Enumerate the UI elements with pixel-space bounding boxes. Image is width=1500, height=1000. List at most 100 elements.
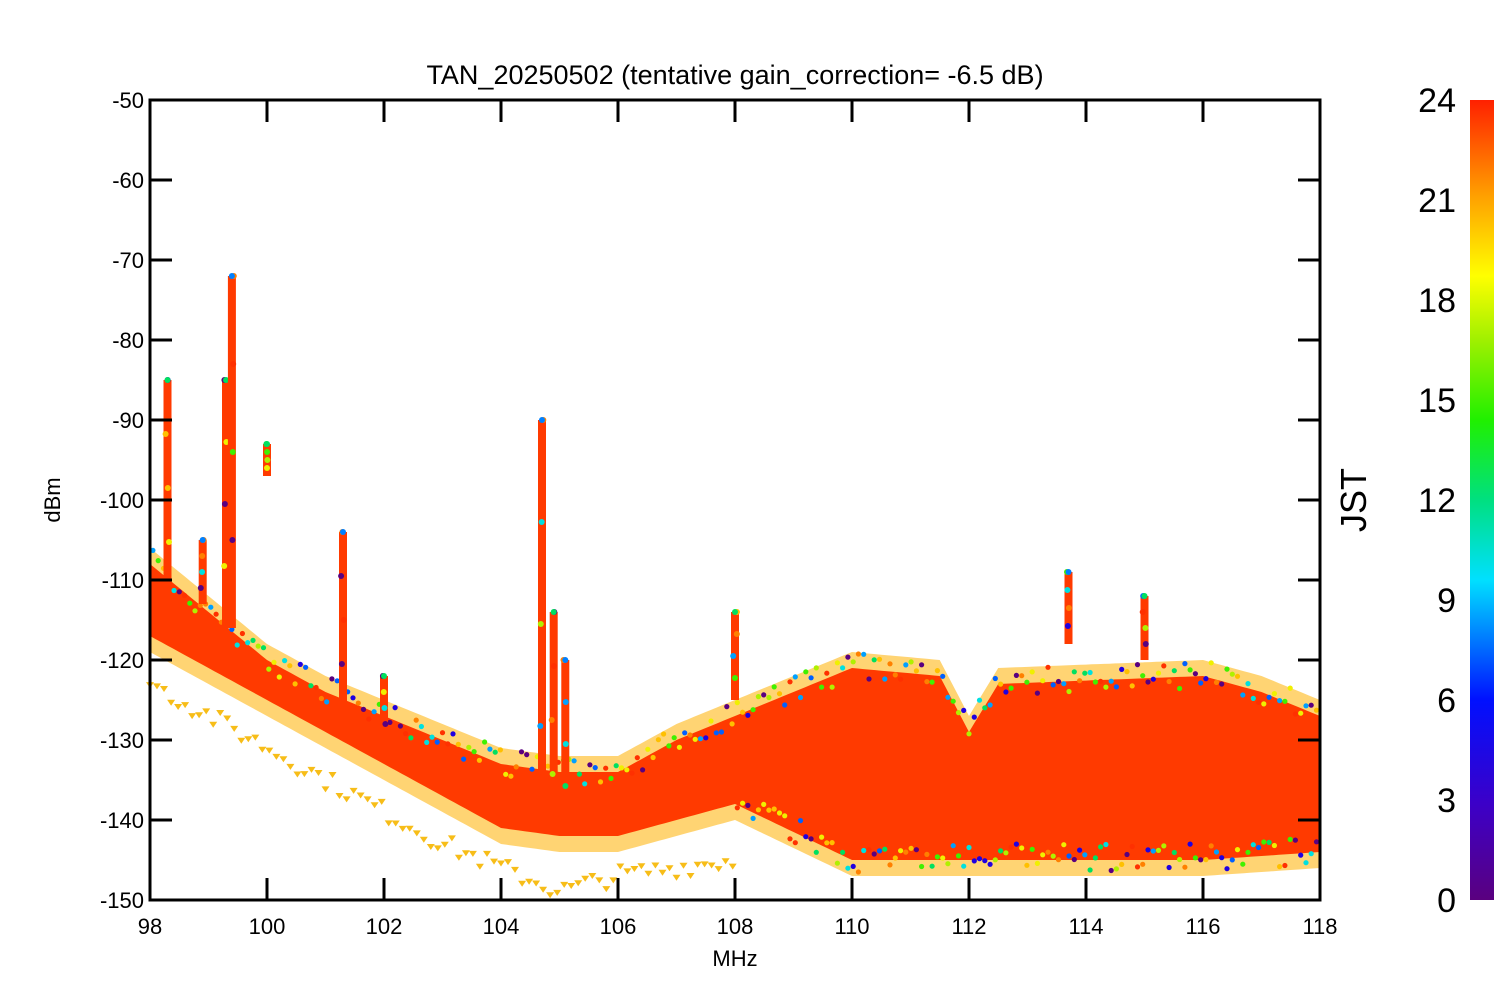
data-point xyxy=(1203,676,1209,682)
y-tick-label: -90 xyxy=(112,408,144,433)
data-point xyxy=(492,749,498,755)
data-point xyxy=(861,847,867,854)
low-trace-point xyxy=(153,683,161,690)
data-point xyxy=(987,702,993,708)
data-point xyxy=(1250,695,1256,702)
data-point xyxy=(1098,844,1104,850)
data-point xyxy=(334,678,340,684)
data-point xyxy=(618,765,625,771)
data-point xyxy=(724,704,730,710)
data-point xyxy=(592,765,598,771)
data-point xyxy=(1034,690,1040,696)
low-trace-point xyxy=(286,763,295,770)
data-point xyxy=(924,851,930,858)
data-point xyxy=(776,691,783,697)
signal-peak xyxy=(162,377,172,596)
peak-top-point xyxy=(381,673,387,679)
low-trace-point xyxy=(553,889,562,896)
data-point xyxy=(1119,861,1125,868)
data-point xyxy=(734,700,740,706)
data-point xyxy=(1313,839,1320,845)
data-point xyxy=(1192,671,1198,677)
data-point xyxy=(750,815,756,822)
signal-peaks xyxy=(162,273,1149,828)
data-point xyxy=(845,654,851,660)
data-point xyxy=(829,684,835,690)
low-trace-point xyxy=(574,880,583,887)
data-point xyxy=(608,775,614,782)
data-point xyxy=(755,694,762,700)
data-point xyxy=(1292,711,1298,717)
data-point xyxy=(229,626,235,633)
data-point xyxy=(692,736,698,742)
colorbar-tick-label: 9 xyxy=(1437,582,1456,620)
data-point xyxy=(1213,679,1220,686)
data-point xyxy=(562,783,569,789)
data-point xyxy=(1208,660,1214,666)
data-point xyxy=(861,651,867,657)
data-point xyxy=(819,834,825,840)
data-point xyxy=(797,818,804,824)
colorbar-ticks: 0 3 6 9 12 15 18 21 24 xyxy=(1418,82,1456,920)
x-tick-label: 104 xyxy=(483,914,520,939)
peak-top-point xyxy=(228,273,235,279)
data-point xyxy=(1113,866,1119,872)
data-point xyxy=(1313,707,1320,713)
data-point xyxy=(834,860,841,866)
low-trace-point xyxy=(300,771,309,778)
data-point xyxy=(150,547,156,554)
data-point xyxy=(1013,841,1020,847)
low-trace-point xyxy=(461,850,470,857)
low-trace-point xyxy=(581,875,590,882)
low-trace-point xyxy=(447,835,456,842)
data-point xyxy=(439,730,446,736)
low-trace-point xyxy=(679,862,688,869)
data-point xyxy=(808,836,814,842)
data-point xyxy=(518,749,525,755)
low-trace-points xyxy=(146,682,737,899)
low-trace-point xyxy=(651,862,660,869)
data-point xyxy=(913,847,920,853)
data-point xyxy=(1271,691,1277,697)
data-point xyxy=(1266,694,1272,700)
data-point xyxy=(961,863,967,869)
signal-peak xyxy=(1139,593,1149,660)
data-point xyxy=(381,705,388,711)
low-trace-point xyxy=(370,802,379,809)
data-point xyxy=(313,684,319,691)
data-point xyxy=(1145,679,1151,685)
data-point xyxy=(1161,843,1167,849)
data-point xyxy=(1277,864,1283,870)
low-trace-point xyxy=(237,737,246,744)
data-point xyxy=(1071,669,1077,675)
data-point xyxy=(264,457,271,463)
data-point xyxy=(562,699,569,705)
data-point xyxy=(1087,867,1093,873)
y-tick-label: -50 xyxy=(112,88,144,113)
data-point xyxy=(697,736,704,742)
data-point xyxy=(461,756,467,762)
low-trace-point xyxy=(216,710,225,716)
data-point xyxy=(824,670,830,676)
data-point xyxy=(1140,861,1146,867)
data-point xyxy=(776,810,783,816)
y-tick-label: -120 xyxy=(100,648,144,673)
data-point xyxy=(645,746,651,752)
data-point xyxy=(945,861,951,867)
signal-peak xyxy=(197,537,207,604)
data-point xyxy=(876,848,883,854)
low-trace-point xyxy=(483,850,491,857)
data-point xyxy=(197,585,204,591)
data-point xyxy=(1045,849,1051,855)
data-point xyxy=(676,744,683,750)
data-point xyxy=(908,659,914,665)
data-point xyxy=(162,431,169,437)
x-tick-label: 102 xyxy=(366,914,403,939)
data-point xyxy=(913,668,920,674)
signal-peak xyxy=(263,441,271,476)
data-point xyxy=(1082,852,1088,858)
data-point xyxy=(898,676,904,682)
data-point xyxy=(1187,841,1193,847)
data-point xyxy=(732,675,738,681)
data-point xyxy=(1077,678,1083,684)
